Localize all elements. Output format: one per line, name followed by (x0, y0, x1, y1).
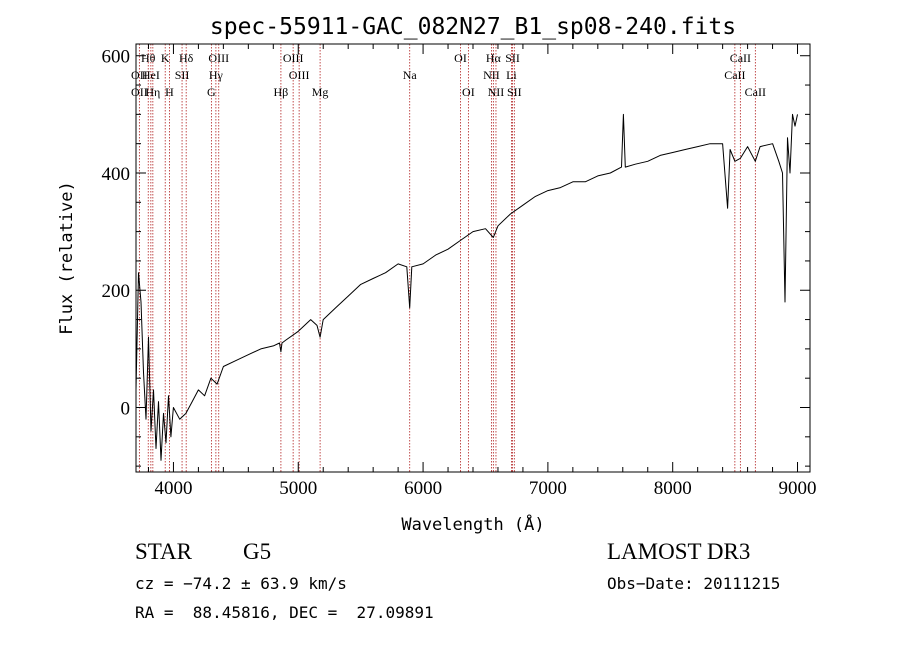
coordinates: RA = 88.45816, DEC = 27.09891 (135, 603, 434, 622)
survey-name: LAMOST DR3 (607, 539, 751, 564)
line-label: SII (507, 85, 522, 99)
line-label: H (165, 85, 174, 99)
x-axis-ticks: 4000 5000 6000 7000 8000 9000 (147, 44, 817, 499)
line-label: SII (175, 68, 190, 82)
x-tick-label: 7000 (529, 478, 567, 499)
x-axis-label: Wavelength (Å) (401, 513, 544, 535)
line-label: OIII (208, 51, 229, 65)
spectrum-series (135, 113, 798, 461)
line-label: K (161, 51, 170, 65)
line-label: OIII (289, 68, 310, 82)
line-label: Hγ (209, 68, 224, 82)
line-label: Hβ (274, 85, 289, 99)
x-tick-label: 5000 (279, 478, 317, 499)
x-tick-label: 8000 (654, 478, 692, 499)
line-label: Mg (312, 85, 329, 99)
x-tick-label: 4000 (154, 478, 192, 499)
observation-date: Obs−Date: 20111215 (607, 574, 781, 593)
x-tick-label: 9000 (779, 478, 817, 499)
line-label: OI (462, 85, 475, 99)
line-label: G (207, 85, 216, 99)
line-label: Hη (145, 85, 160, 99)
y-axis-label: Flux (relative) (57, 181, 77, 335)
line-label: OIII (283, 51, 304, 65)
line-label: Hα (486, 51, 502, 65)
line-label: Hθ (141, 51, 156, 65)
line-label: OII (131, 85, 148, 99)
line-label: Na (403, 68, 418, 82)
y-axis-ticks: 0 200 400 600 (102, 47, 810, 467)
line-label: CaII (745, 85, 766, 99)
line-markers (138, 44, 756, 472)
y-tick-label: 0 (121, 399, 131, 420)
line-label: OII (131, 68, 148, 82)
line-label: NII (488, 85, 505, 99)
redshift-cz: cz = −74.2 ± 63.9 km/s (135, 574, 347, 593)
chart-title: spec-55911-GAC_082N27_B1_sp08-240.fits (210, 14, 736, 40)
line-label: CaII (724, 68, 745, 82)
line-label: OI (454, 51, 467, 65)
y-tick-label: 600 (102, 47, 131, 68)
line-label: NII (483, 68, 500, 82)
plot-frame (135, 43, 811, 473)
x-tick-label: 6000 (404, 478, 442, 499)
y-tick-label: 200 (102, 281, 131, 302)
line-label: Hδ (179, 51, 194, 65)
line-label: HeI (142, 68, 160, 82)
object-class: STAR (135, 539, 192, 564)
y-tick-label: 400 (102, 164, 131, 185)
spectrum-line (135, 113, 798, 461)
line-label: Li (506, 68, 517, 82)
object-subclass: G5 (243, 539, 272, 564)
line-label: SII (505, 51, 520, 65)
line-label: CaII (730, 51, 751, 65)
